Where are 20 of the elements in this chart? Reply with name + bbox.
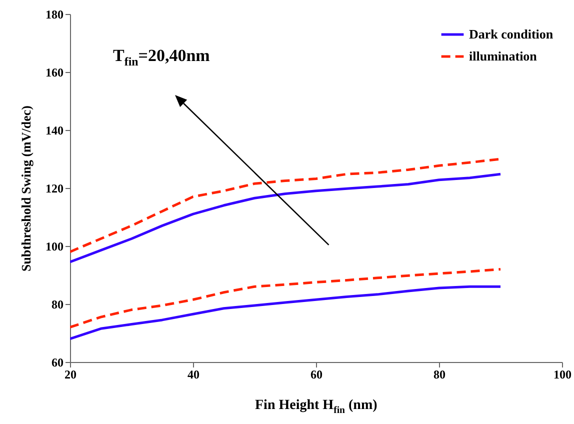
x-tick-label: 20 [64, 368, 76, 382]
y-tick-label: 60 [52, 356, 64, 370]
y-tick-label: 80 [52, 298, 64, 312]
legend-label: Dark condition [469, 26, 554, 42]
y-tick-label: 180 [46, 8, 64, 22]
line-series [70, 285, 502, 340]
x-tick-label: 40 [188, 368, 200, 382]
line-series [70, 268, 502, 328]
y-tick-label: 160 [46, 66, 64, 80]
x-tick-label: 100 [554, 368, 572, 382]
y-tick-label: 140 [46, 124, 64, 138]
y-tick-label: 100 [46, 240, 64, 254]
x-tick-label: 80 [434, 368, 446, 382]
annotation: T$_{fin}$=20,40nm [113, 46, 210, 70]
line-series [70, 172, 502, 264]
legend-label: illumination [469, 48, 538, 64]
y-axis-title: Subthreshold Swing (mV/dec) [18, 106, 34, 272]
x-axis-title: Fin Height H$_{fin}$ (nm) [255, 398, 378, 416]
y-tick-label: 120 [46, 182, 64, 196]
x-tick-label: 60 [310, 368, 322, 382]
